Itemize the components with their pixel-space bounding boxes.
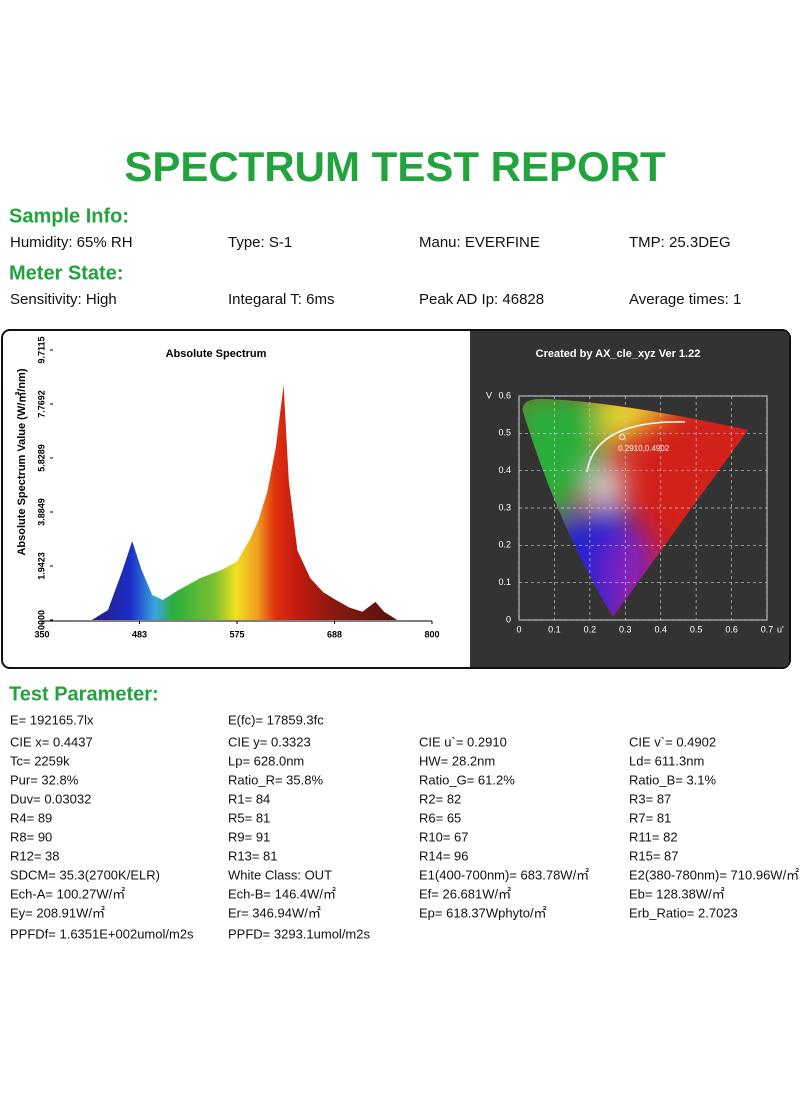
spectrum-area [91,385,398,620]
parameter: Ech-B= 146.4W/㎡ [228,886,336,901]
y-tick-label: 0 [506,614,511,624]
parameter: Tc= 2259k [10,753,70,768]
info-item: Sensitivity: High [10,291,117,308]
parameter: Duv= 0.03032 [10,791,91,806]
x-tick-label: 350 [34,629,49,639]
x-tick-label: 800 [424,629,439,639]
parameter: E1(400-700nm)= 683.78W/㎡ [419,867,589,882]
parameter: Ratio_R= 35.8% [228,772,323,787]
y-tick-label: 3.8849 [36,498,46,526]
y-axis-label: V [486,390,492,400]
parameter: Ech-A= 100.27W/㎡ [10,886,125,901]
parameter: R11= 82 [629,829,678,844]
parameter: CIE v`= 0.4902 [629,734,716,749]
section-heading: Sample Info: [9,205,129,227]
info-item: Manu: EVERFINE [419,234,540,251]
y-tick-label: 7.7692 [36,390,46,418]
x-axis-label: u' [777,624,784,634]
info-item: Peak AD Ip: 46828 [419,291,544,308]
parameter: R8= 90 [10,829,52,844]
parameter: Erb_Ratio= 2.7023 [629,905,738,920]
parameter: Ef= 26.681W/㎡ [419,886,511,901]
x-tick-label: 0.6 [725,624,738,634]
y-tick-label: 1.9423 [36,552,46,580]
parameter: R10= 67 [419,829,469,844]
parameter: R1= 84 [228,791,270,806]
parameter: R9= 91 [228,829,270,844]
y-tick-label: 0.5 [498,428,511,438]
y-tick-label: 9.7115 [36,336,46,363]
parameter: E(fc)= 17859.3fc [228,712,324,727]
parameter: R13= 81 [228,848,278,863]
parameter: Ey= 208.91W/㎡ [10,905,105,920]
parameter: R6= 65 [419,810,461,825]
parameter: E= 192165.7lx [10,712,94,727]
x-tick-label: 0.5 [690,624,703,634]
y-tick-label: 0.6 [498,390,511,400]
info-item: Humidity: 65% RH [10,234,133,251]
y-tick-label: 0.2 [498,540,511,550]
chart-title: Absolute Spectrum [166,348,267,360]
parameter: R2= 82 [419,791,461,806]
point [619,433,626,440]
parameter: HW= 28.2nm [419,753,495,768]
chart-title: Created by AX_cle_xyz Ver 1.22 [536,348,701,360]
parameter: PPFD= 3293.1umol/m2s [228,926,370,941]
section-heading: Test Parameter: [9,683,159,705]
parameter: Ratio_G= 61.2% [419,772,515,787]
parameter: R3= 87 [629,791,671,806]
parameter: R15= 87 [629,848,679,863]
parameter: R14= 96 [419,848,469,863]
y-axis-label: Absolute Spectrum Value (W/㎡/nm) [14,368,28,555]
parameter: R5= 81 [228,810,270,825]
y-tick-label: 0.3 [498,502,511,512]
x-tick-label: 0 [516,624,521,634]
info-item: Integaral T: 6ms [228,291,334,308]
parameter: White Class: OUT [228,867,332,882]
parameter: Lp= 628.0nm [228,753,304,768]
parameter: Er= 346.94W/㎡ [228,905,321,920]
parameter: Pur= 32.8% [10,772,79,787]
x-tick-label: 0.4 [654,624,667,634]
data-label: 0.2910,0.4902 [618,444,670,453]
parameter: SDCM= 35.3(2700K/ELR) [10,867,160,882]
parameter: E2(380-780nm)= 710.96W/㎡ [629,867,799,882]
x-tick-label: 0.2 [584,624,597,634]
y-tick-label: 0.1 [498,577,511,587]
x-tick-label: 483 [132,629,147,639]
y-tick-label: 0.4 [498,465,511,475]
y-tick-label: 0000 [36,610,46,630]
x-tick-label: 688 [327,629,342,639]
x-tick-label: 0.3 [619,624,632,634]
section-heading: Meter State: [9,262,123,284]
x-tick-label: 0.7 [761,624,774,634]
parameter: R12= 38 [10,848,60,863]
parameter: Eb= 128.38W/㎡ [629,886,725,901]
info-item: Type: S-1 [228,234,292,251]
y-tick-label: 5.8289 [36,444,46,472]
parameter: CIE u`= 0.2910 [419,734,507,749]
report-title: SPECTRUM TEST REPORT [124,143,666,190]
parameter: R7= 81 [629,810,671,825]
x-tick-label: 0.1 [548,624,561,634]
parameter: PPFDf= 1.6351E+002umol/m2s [10,926,194,941]
parameter: Ep= 618.37Wphyto/㎡ [419,905,547,920]
parameter: CIE x= 0.4437 [10,734,93,749]
x-tick-label: 575 [229,629,244,639]
info-item: Average times: 1 [629,291,741,308]
parameter: Ratio_B= 3.1% [629,772,717,787]
parameter: R4= 89 [10,810,52,825]
parameter: CIE y= 0.3323 [228,734,311,749]
parameter: Ld= 611.3nm [629,753,704,768]
info-item: TMP: 25.3DEG [629,234,731,251]
